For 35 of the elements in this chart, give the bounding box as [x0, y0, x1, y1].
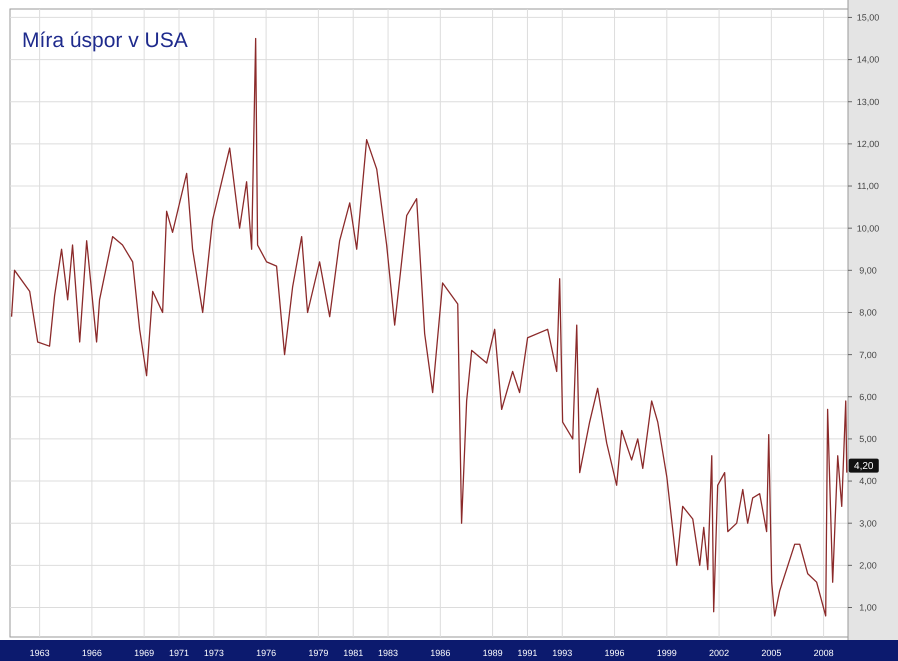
x-tick-label: 1969	[134, 648, 154, 658]
y-tick-label: 7,00	[859, 350, 877, 360]
x-tick-label: 1993	[552, 648, 572, 658]
x-tick-label: 1989	[482, 648, 503, 658]
y-tick-label: 5,00	[859, 434, 877, 444]
x-tick-label: 1971	[168, 648, 190, 658]
x-tick-label: 2002	[709, 648, 730, 658]
y-tick-label: 11,00	[857, 181, 879, 192]
y-tick-label: 3,00	[859, 518, 877, 528]
y-tick-label: 15,00	[856, 12, 880, 23]
x-tick-label: 1979	[308, 648, 328, 658]
x-tick-label: 1973	[204, 648, 224, 658]
x-tick-label: 1981	[343, 648, 364, 658]
y-tick-label: 13,00	[856, 96, 880, 107]
x-tick-label: 2008	[814, 648, 834, 658]
text: Míra úspor v USA	[22, 29, 188, 52]
y-tick-label: 1,00	[859, 602, 877, 613]
x-tick-label: 1999	[656, 648, 677, 658]
x-tick-label: 1963	[30, 648, 50, 658]
y-tick-label: 8,00	[859, 308, 877, 318]
y-tick-label: 2,00	[859, 560, 877, 570]
y-tick-label: 6,00	[859, 392, 877, 402]
x-tick-label: 1996	[604, 648, 625, 658]
y-tick-label: 9,00	[859, 265, 877, 276]
y-tick-label: 10,00	[856, 223, 880, 234]
y-tick-label: 14,00	[856, 54, 880, 65]
x-tick-label: 2005	[761, 648, 782, 658]
x-tick-label: 1983	[378, 648, 398, 658]
y-tick-label: 4,00	[859, 476, 877, 486]
x-tick-label: 1966	[82, 648, 102, 658]
x-tick-label: 1991	[517, 648, 538, 658]
annotation: 4,20	[854, 461, 874, 472]
y-tick-label: 12,00	[856, 139, 880, 150]
x-tick-label: 1976	[256, 648, 276, 658]
x-tick-label: 1986	[430, 648, 450, 658]
